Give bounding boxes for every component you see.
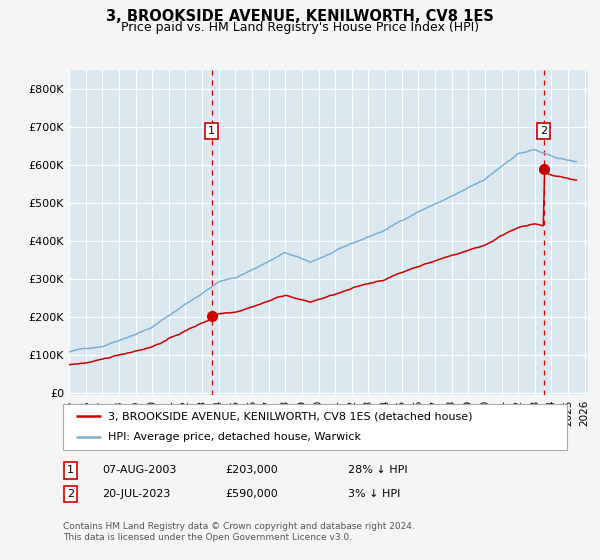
Text: 1: 1	[67, 465, 74, 475]
Text: 28% ↓ HPI: 28% ↓ HPI	[348, 465, 407, 475]
Text: 1: 1	[208, 126, 215, 136]
Text: Price paid vs. HM Land Registry's House Price Index (HPI): Price paid vs. HM Land Registry's House …	[121, 21, 479, 34]
Text: 2: 2	[67, 489, 74, 499]
Text: 20-JUL-2023: 20-JUL-2023	[102, 489, 170, 499]
Text: 07-AUG-2003: 07-AUG-2003	[102, 465, 176, 475]
Text: 3% ↓ HPI: 3% ↓ HPI	[348, 489, 400, 499]
Text: 2: 2	[540, 126, 547, 136]
Text: £590,000: £590,000	[225, 489, 278, 499]
Text: £203,000: £203,000	[225, 465, 278, 475]
Text: HPI: Average price, detached house, Warwick: HPI: Average price, detached house, Warw…	[109, 432, 361, 442]
Text: This data is licensed under the Open Government Licence v3.0.: This data is licensed under the Open Gov…	[63, 533, 352, 542]
Text: 3, BROOKSIDE AVENUE, KENILWORTH, CV8 1ES: 3, BROOKSIDE AVENUE, KENILWORTH, CV8 1ES	[106, 9, 494, 24]
Text: Contains HM Land Registry data © Crown copyright and database right 2024.: Contains HM Land Registry data © Crown c…	[63, 522, 415, 531]
Text: 3, BROOKSIDE AVENUE, KENILWORTH, CV8 1ES (detached house): 3, BROOKSIDE AVENUE, KENILWORTH, CV8 1ES…	[109, 411, 473, 421]
